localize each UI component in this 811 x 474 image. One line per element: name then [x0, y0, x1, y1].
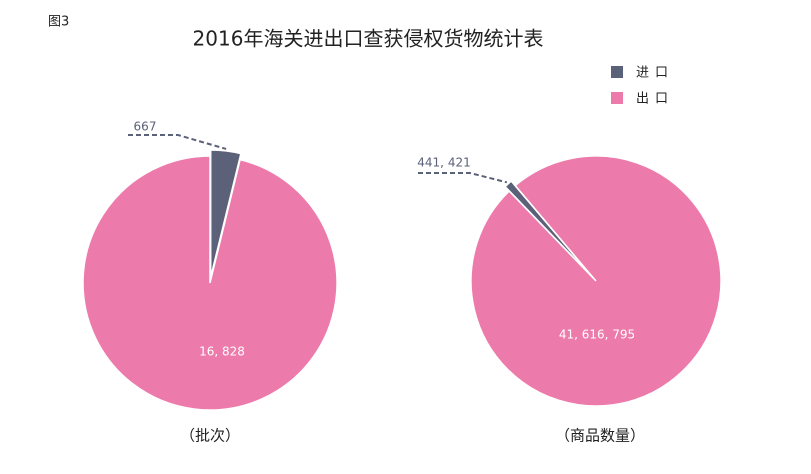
legend-swatch: [611, 66, 623, 78]
legend-label: 进口: [636, 66, 674, 81]
pie-slice: [504, 180, 593, 278]
data-label: 441, 421: [417, 156, 470, 170]
data-label: 16, 828: [199, 345, 245, 359]
legend-label: 出口: [636, 92, 674, 107]
data-label: 41, 616, 795: [559, 328, 635, 342]
chart-caption: （商品数量）: [555, 427, 645, 445]
chart-caption: （批次）: [180, 427, 240, 445]
pie-slice: [82, 155, 338, 411]
chart-title: 2016年海关进出口查获侵权货物统计表: [193, 27, 544, 51]
figure-label: 图3: [48, 15, 69, 30]
leader-line: [418, 172, 508, 184]
pie-slice: [470, 155, 722, 407]
legend-swatch: [611, 92, 623, 104]
data-label: 667: [134, 120, 157, 134]
pie-slice: [209, 149, 242, 278]
leader-line: [128, 134, 227, 150]
